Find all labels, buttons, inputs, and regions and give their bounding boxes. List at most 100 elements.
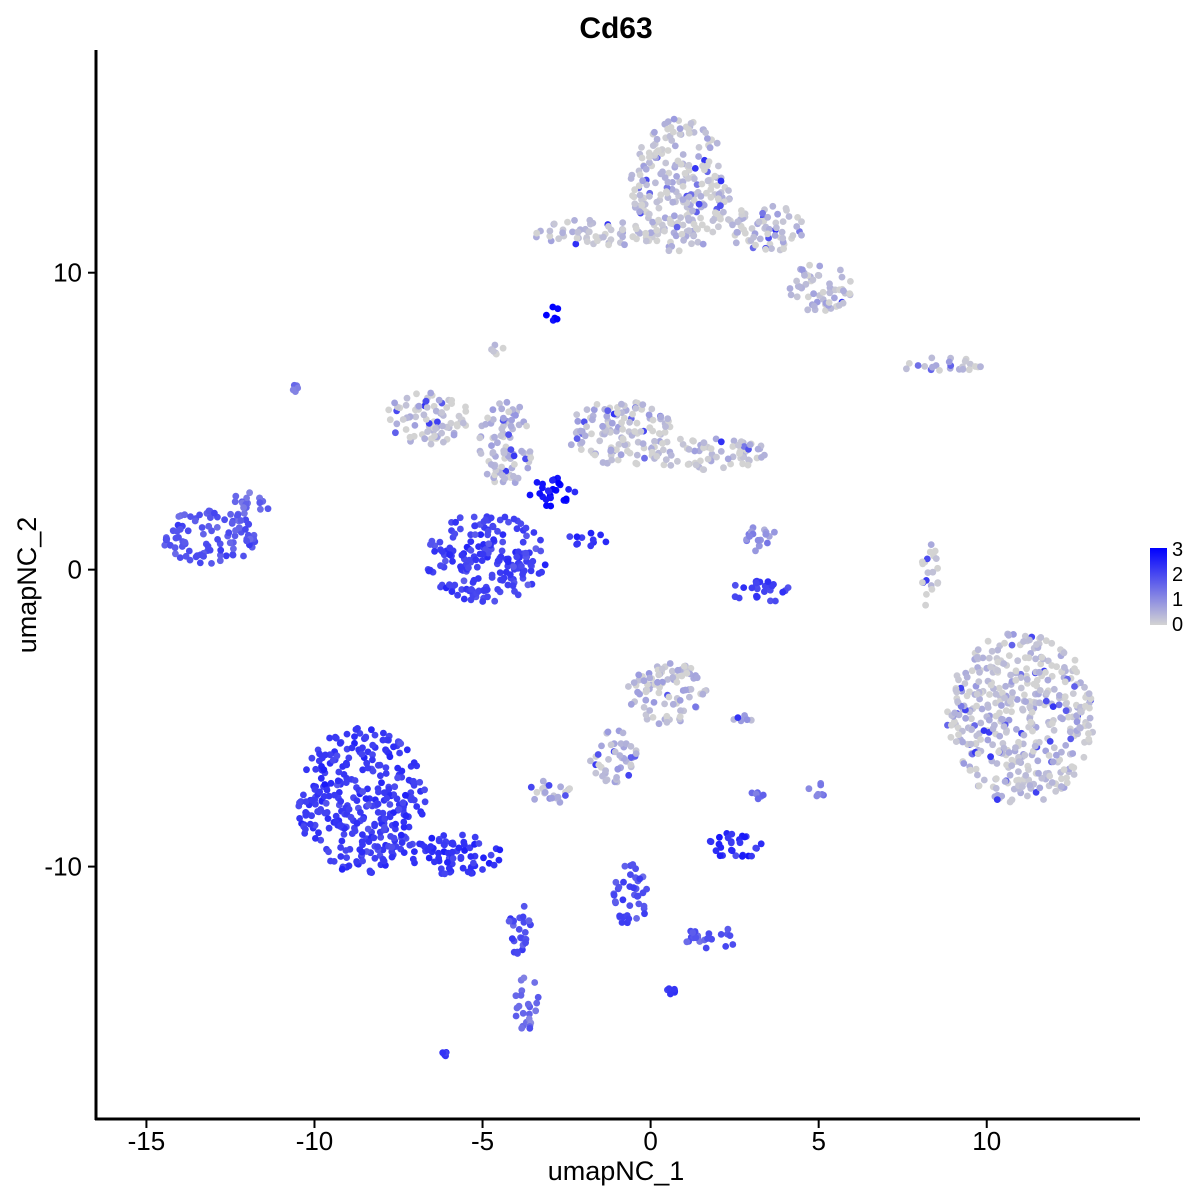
data-point	[456, 514, 464, 522]
data-point	[527, 454, 535, 462]
data-point	[1081, 683, 1088, 691]
data-point	[817, 781, 825, 789]
data-point	[451, 530, 459, 538]
data-point	[1008, 756, 1016, 764]
data-point	[671, 212, 678, 220]
data-point	[993, 796, 1001, 803]
data-point	[840, 287, 847, 295]
data-point	[961, 357, 969, 365]
data-point	[513, 553, 521, 561]
data-point	[381, 815, 389, 823]
data-point	[507, 422, 515, 430]
data-point	[315, 829, 322, 837]
data-point	[524, 581, 532, 589]
data-point	[782, 205, 790, 212]
data-point	[974, 750, 982, 758]
data-point	[512, 992, 520, 1000]
data-point	[536, 490, 544, 497]
data-point	[734, 218, 742, 226]
data-point	[470, 513, 478, 521]
x-tick-label: -15	[128, 1126, 166, 1156]
data-point	[814, 790, 822, 798]
data-point	[521, 929, 529, 936]
data-point	[730, 437, 738, 445]
data-point	[634, 892, 642, 900]
data-point	[826, 280, 833, 288]
data-point	[673, 173, 680, 180]
data-point	[608, 419, 616, 427]
data-point	[296, 799, 303, 807]
data-point	[564, 218, 571, 226]
data-point	[530, 529, 538, 536]
data-point	[648, 448, 656, 456]
data-point	[977, 736, 984, 743]
data-point	[440, 841, 448, 848]
data-point	[758, 454, 765, 461]
data-point	[491, 433, 498, 441]
data-point	[317, 774, 325, 782]
data-point	[585, 228, 593, 236]
data-point	[1069, 750, 1077, 757]
data-point	[509, 582, 517, 590]
data-point	[1003, 761, 1010, 769]
data-point	[780, 245, 787, 253]
data-point	[605, 223, 612, 230]
data-point	[839, 299, 847, 307]
data-point	[1008, 708, 1015, 716]
data-point	[326, 734, 333, 742]
data-point	[670, 115, 678, 123]
data-point	[634, 688, 641, 696]
data-point	[715, 162, 722, 170]
data-point	[1000, 723, 1008, 730]
data-point	[738, 852, 746, 860]
data-point	[677, 435, 684, 443]
data-point	[955, 731, 962, 739]
data-point	[627, 761, 635, 769]
data-point	[993, 760, 1001, 767]
data-point	[1025, 766, 1032, 773]
data-point	[471, 522, 478, 530]
data-point	[573, 234, 581, 242]
data-point	[547, 502, 555, 510]
data-point	[664, 147, 672, 154]
data-point	[806, 261, 813, 269]
data-point	[744, 461, 752, 469]
data-point	[565, 486, 572, 493]
data-point	[731, 581, 739, 589]
data-point	[498, 425, 506, 433]
data-point	[599, 422, 606, 430]
data-point	[510, 472, 517, 480]
data-point	[359, 744, 366, 752]
data-point	[1085, 735, 1093, 743]
data-point	[445, 864, 453, 872]
data-point	[320, 793, 328, 800]
data-point	[629, 861, 637, 868]
data-point	[482, 516, 489, 524]
data-point	[998, 715, 1005, 723]
data-point	[649, 218, 656, 226]
data-point	[256, 499, 264, 507]
data-point	[421, 786, 428, 794]
data-point	[526, 1010, 533, 1018]
data-point	[1077, 724, 1084, 732]
data-point	[323, 786, 331, 794]
data-point	[421, 798, 429, 806]
data-point	[369, 756, 376, 764]
data-point	[434, 418, 441, 426]
data-point	[403, 394, 411, 402]
data-point	[573, 533, 581, 541]
data-point	[954, 698, 961, 706]
data-point	[989, 741, 996, 749]
data-point	[750, 233, 758, 241]
data-point	[632, 459, 640, 467]
data-point	[598, 742, 605, 750]
data-point	[489, 416, 497, 423]
data-point	[1040, 796, 1047, 803]
data-point	[487, 851, 495, 859]
data-point	[312, 835, 319, 842]
data-point	[498, 547, 506, 555]
data-point	[729, 941, 737, 948]
data-point	[442, 557, 449, 565]
data-point	[500, 414, 507, 422]
data-point	[636, 875, 644, 883]
